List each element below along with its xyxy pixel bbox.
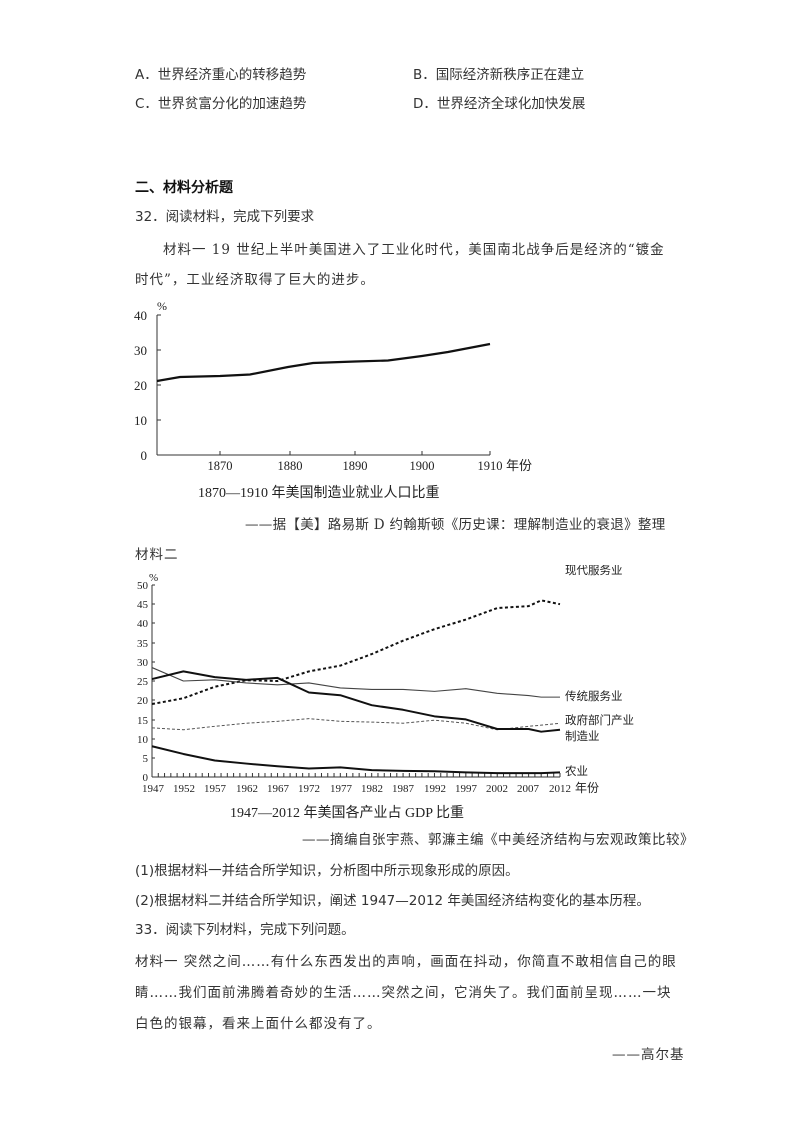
source-2: ——摘编自张宇燕、郭濂主编《中美经济结构与宏观政策比较》	[302, 832, 694, 848]
option-a[interactable]: A．世界经济重心的转移趋势	[135, 67, 307, 83]
svg-text:10: 10	[137, 734, 149, 746]
series-line-agriculture	[151, 745, 561, 775]
material1-line1: 材料一 19 世纪上半叶美国进入了工业化时代，美国南北战争后是经济的“镀金	[163, 242, 665, 258]
svg-text:1870: 1870	[208, 459, 233, 473]
svg-text:15: 15	[137, 715, 149, 727]
sub-question-2: (2)根据材料二并结合所学知识，阐述 1947—2012 年美国经济结构变化的基…	[135, 893, 650, 909]
series-line-modern-services	[151, 599, 561, 706]
chart2-legend: 现代服务业 传统服务业 政府部门产业 制造业 农业	[565, 565, 634, 778]
svg-text:2007: 2007	[517, 783, 540, 795]
svg-text:2012: 2012	[549, 783, 571, 795]
svg-text:1910: 1910	[478, 459, 503, 473]
chart2-y-axis: % 0 5 10 15 20 25 30 35 40 45 50	[137, 572, 158, 784]
legend-modern-services: 现代服务业	[565, 565, 623, 577]
svg-text:年份: 年份	[506, 458, 532, 473]
chart-manufacturing-employment: 40 30 20 10 0 % 1870 1880 1890 1900 1910…	[134, 300, 532, 501]
svg-text:1992: 1992	[424, 783, 446, 795]
svg-text:20: 20	[137, 695, 149, 707]
svg-text:0: 0	[143, 772, 149, 784]
series-line-government	[151, 718, 561, 731]
chart1-x-axis: 1870 1880 1890 1900 1910 年份	[157, 451, 532, 473]
series-line-traditional-services	[151, 667, 560, 698]
svg-text:1890: 1890	[343, 459, 368, 473]
chart1-y-axis: 40 30 20 10 0 %	[134, 300, 167, 463]
q33-material1-line1: 材料一 突然之间……有什么东西发出的声响，画面在抖动，你简直不敢相信自己的眼	[135, 954, 677, 970]
svg-text:30: 30	[137, 657, 149, 669]
svg-text:%: %	[157, 300, 167, 313]
source-1: ——据【美】路易斯 D 约翰斯顿《历史课：理解制造业的衰退》整理	[245, 517, 666, 533]
svg-text:%: %	[149, 572, 158, 584]
svg-text:1972: 1972	[298, 783, 320, 795]
chart-gdp-industry-share: % 0 5 10 15 20 25 30 35 40 45 50 1947 19…	[137, 565, 634, 821]
svg-text:1957: 1957	[204, 783, 227, 795]
question-32-title: 32．阅读材料，完成下列要求	[135, 209, 315, 225]
legend-manufacturing: 制造业	[565, 729, 600, 743]
svg-text:1952: 1952	[173, 783, 195, 795]
svg-text:1967: 1967	[267, 783, 290, 795]
svg-text:30: 30	[134, 343, 147, 358]
option-c[interactable]: C．世界贫富分化的加速趋势	[135, 96, 307, 112]
svg-text:1982: 1982	[361, 783, 383, 795]
q33-material1-line3: 白色的银幕，看来上面什么都没有了。	[135, 1016, 382, 1032]
chart2-title: 1947—2012 年美国各产业占 GDP 比重	[230, 805, 464, 821]
svg-text:40: 40	[134, 308, 147, 323]
svg-text:20: 20	[134, 378, 147, 393]
svg-text:2002: 2002	[486, 783, 508, 795]
sub-question-1: (1)根据材料一并结合所学知识，分析图中所示现象形成的原因。	[135, 863, 519, 879]
svg-text:1987: 1987	[392, 783, 415, 795]
svg-text:40: 40	[137, 618, 149, 630]
svg-text:1977: 1977	[330, 783, 353, 795]
material2-label: 材料二	[135, 547, 179, 563]
q33-attribution: ——高尔基	[612, 1047, 685, 1063]
legend-traditional-services: 传统服务业	[565, 689, 623, 703]
svg-text:35: 35	[137, 638, 149, 650]
svg-text:1947: 1947	[142, 783, 165, 795]
chart1-title: 1870—1910 年美国制造业就业人口比重	[198, 485, 440, 501]
svg-text:0: 0	[141, 448, 148, 463]
svg-text:25: 25	[137, 676, 149, 688]
svg-text:45: 45	[137, 599, 149, 611]
chart2-x-axis: 1947 1952 1957 1962 1967 1972 1977 1982 …	[142, 773, 599, 795]
material1-line2: 时代”，工业经济取得了巨大的进步。	[135, 272, 375, 288]
svg-text:1962: 1962	[236, 783, 258, 795]
series-line-manufacturing	[151, 670, 561, 733]
section-title: 二、材料分析题	[135, 180, 233, 196]
svg-text:1880: 1880	[278, 459, 303, 473]
svg-text:1900: 1900	[410, 459, 435, 473]
svg-text:50: 50	[137, 580, 149, 592]
svg-text:10: 10	[134, 413, 147, 428]
svg-text:5: 5	[143, 753, 149, 765]
svg-text:1997: 1997	[455, 783, 478, 795]
chart1-line	[156, 342, 491, 383]
legend-government: 政府部门产业	[565, 713, 634, 727]
question-33-title: 33．阅读下列材料，完成下列问题。	[135, 922, 355, 938]
svg-text:年份: 年份	[575, 781, 599, 795]
legend-agriculture: 农业	[565, 764, 588, 778]
option-b[interactable]: B．国际经济新秩序正在建立	[413, 67, 585, 83]
q33-material1-line2: 睛……我们面前沸腾着奇妙的生活……突然之间，它消失了。我们面前呈现……一块	[135, 985, 672, 1001]
option-d[interactable]: D．世界经济全球化加快发展	[413, 96, 586, 112]
